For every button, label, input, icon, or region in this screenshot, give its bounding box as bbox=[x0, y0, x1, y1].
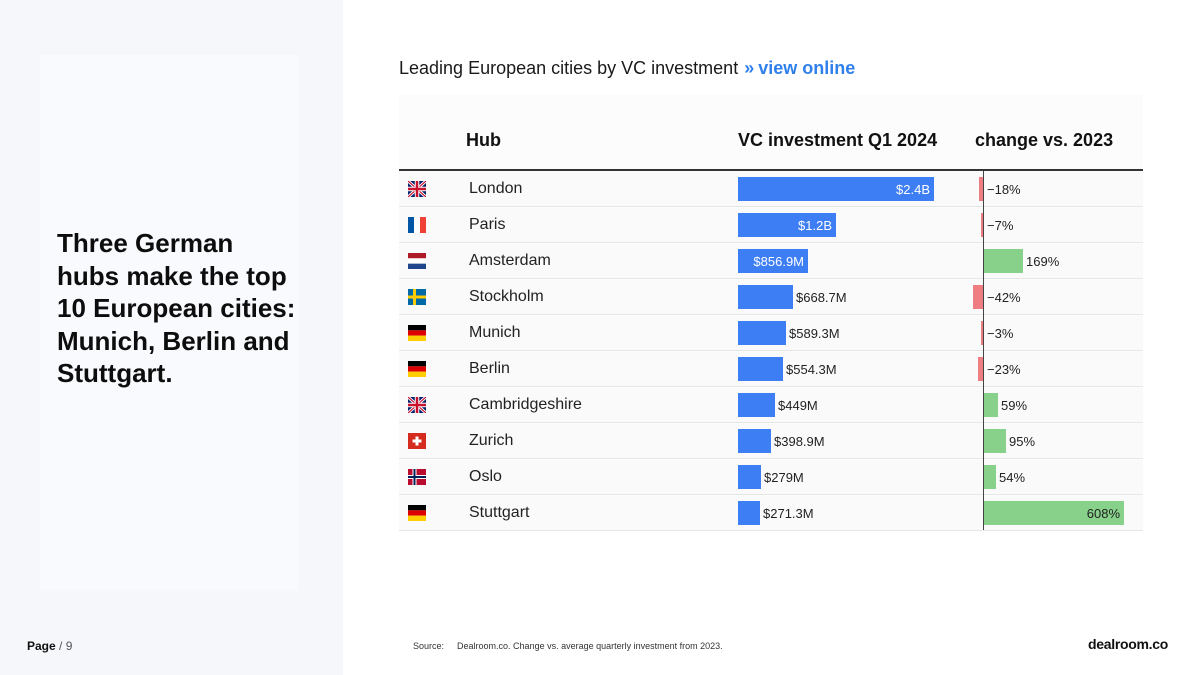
change-bar bbox=[981, 213, 983, 237]
investment-value-label: $449M bbox=[778, 398, 818, 413]
change-bar bbox=[984, 501, 1124, 525]
hub-name: London bbox=[469, 180, 523, 197]
change-value-label: 95% bbox=[1009, 434, 1036, 449]
page-number: Page / 9 bbox=[27, 639, 72, 653]
investment-bar bbox=[738, 285, 793, 309]
hub-name: Stuttgart bbox=[469, 504, 530, 521]
source-label: Source: bbox=[413, 641, 445, 651]
change-value-label: −3% bbox=[987, 326, 1014, 341]
change-bar bbox=[984, 249, 1023, 273]
change-bar bbox=[984, 465, 996, 489]
investment-bar bbox=[738, 177, 934, 201]
investment-bar bbox=[738, 249, 808, 273]
chevron-right-icon: » bbox=[744, 58, 755, 78]
flag-no-icon bbox=[408, 469, 426, 485]
page-count: / 9 bbox=[59, 639, 73, 653]
flag-gb-icon bbox=[408, 397, 426, 413]
change-zero-line bbox=[983, 171, 984, 530]
hub-name: Munich bbox=[469, 324, 521, 341]
hub-name: Cambridgeshire bbox=[469, 396, 582, 413]
flag-nl-icon bbox=[408, 253, 426, 269]
investment-value-label: $2.4B bbox=[896, 182, 930, 197]
investment-value-label: $589.3M bbox=[789, 326, 840, 341]
investment-bar bbox=[738, 357, 783, 381]
flag-fr-icon bbox=[408, 217, 426, 233]
flag-de-icon bbox=[408, 505, 426, 521]
dealroom-logo: dealroom.co bbox=[1088, 636, 1168, 652]
page-label: Page bbox=[27, 639, 56, 653]
investment-value-label: $279M bbox=[764, 470, 804, 485]
change-value-label: −7% bbox=[987, 218, 1014, 233]
header-rule bbox=[399, 169, 1143, 171]
change-value-label: −42% bbox=[987, 290, 1021, 305]
investment-bar bbox=[738, 429, 771, 453]
chart-title: Leading European cities by VC investment… bbox=[399, 58, 855, 79]
investment-value-label: $668.7M bbox=[796, 290, 847, 305]
source-text: Dealroom.co. Change vs. average quarterl… bbox=[457, 641, 723, 651]
investment-value-label: $1.2B bbox=[798, 218, 832, 233]
change-bar bbox=[981, 321, 983, 345]
flag-de-icon bbox=[408, 325, 426, 341]
flag-ch-icon bbox=[408, 433, 426, 449]
hub-name: Berlin bbox=[469, 360, 510, 377]
change-bar bbox=[979, 177, 983, 201]
investment-bar bbox=[738, 393, 775, 417]
column-header-investment: VC investment Q1 2024 bbox=[738, 130, 938, 150]
left-panel-card bbox=[40, 55, 298, 590]
flag-de-icon bbox=[408, 361, 426, 377]
change-value-label: 59% bbox=[1001, 398, 1028, 413]
chart-title-text: Leading European cities by VC investment bbox=[399, 58, 739, 78]
hub-name: Stockholm bbox=[469, 288, 544, 305]
hub-name: Oslo bbox=[469, 468, 502, 485]
change-value-label: 54% bbox=[999, 470, 1026, 485]
column-header-change: change vs. 2023 bbox=[975, 130, 1114, 150]
investment-bar bbox=[738, 321, 786, 345]
left-panel bbox=[0, 0, 343, 675]
flag-gb-icon bbox=[408, 181, 426, 197]
change-bar bbox=[984, 393, 998, 417]
change-value-label: −23% bbox=[987, 362, 1021, 377]
investment-value-label: $554.3M bbox=[786, 362, 837, 377]
investment-value-label: $856.9M bbox=[753, 254, 804, 269]
hub-name: Amsterdam bbox=[469, 252, 551, 269]
investment-bar bbox=[738, 501, 760, 525]
view-online-link[interactable]: view online bbox=[758, 58, 856, 78]
change-value-label: 608% bbox=[1086, 506, 1120, 521]
change-bar bbox=[973, 285, 983, 309]
source-note: Source: Dealroom.co. Change vs. average q… bbox=[413, 641, 723, 651]
hub-name: Paris bbox=[469, 216, 506, 233]
investment-bar bbox=[738, 465, 761, 489]
flag-se-icon bbox=[408, 289, 426, 305]
investment-value-label: $398.9M bbox=[774, 434, 825, 449]
change-value-label: −18% bbox=[987, 182, 1021, 197]
investment-value-label: $271.3M bbox=[763, 506, 814, 521]
change-bar bbox=[978, 357, 983, 381]
hub-name: Zurich bbox=[469, 432, 514, 449]
table-row bbox=[399, 424, 1143, 459]
column-header-hub: Hub bbox=[466, 130, 501, 150]
change-value-label: 169% bbox=[1026, 254, 1060, 269]
change-bar bbox=[984, 429, 1006, 453]
slide-headline: Three German hubs make the top 10 Europe… bbox=[57, 228, 296, 388]
investment-bar bbox=[738, 213, 836, 237]
table-row bbox=[399, 460, 1143, 495]
